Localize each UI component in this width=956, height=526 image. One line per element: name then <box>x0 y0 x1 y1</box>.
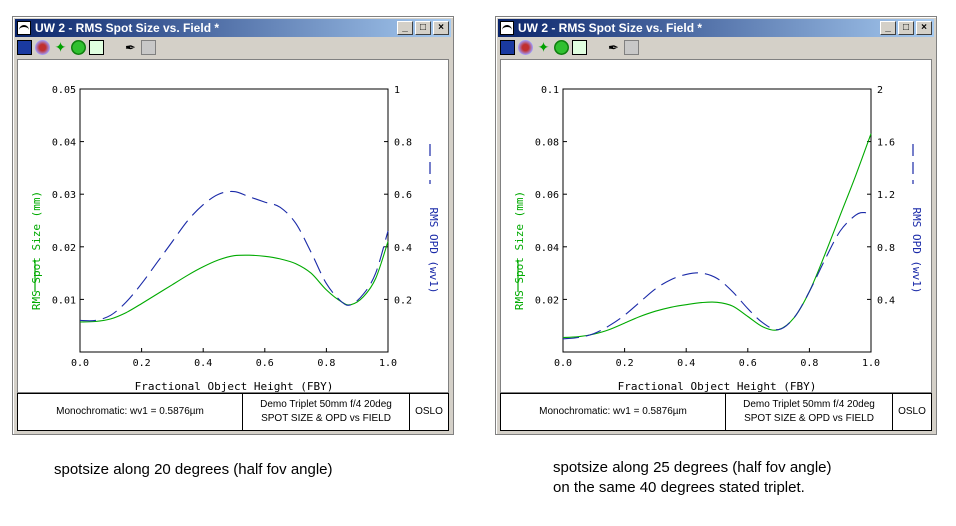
app-icon[interactable] <box>17 21 31 35</box>
footer-program: OSLO <box>410 394 448 430</box>
y-right-tick-label: 0.2 <box>394 295 412 306</box>
x-tick-label: 0.6 <box>256 358 274 369</box>
field-curve-icon[interactable] <box>572 40 587 55</box>
notes-icon[interactable] <box>624 40 639 55</box>
chart: 0.0 0.2 0.4 0.6 0.8 1.0 0.01 0.02 0.03 0.04 0.05 0.… <box>30 85 440 393</box>
x-tick-label: 0.4 <box>194 358 212 369</box>
minimize-button[interactable]: _ <box>880 21 896 35</box>
maximize-button[interactable]: □ <box>415 21 431 35</box>
plot-area: 0.0 0.2 0.4 0.6 0.8 1.0 0.01 0.02 0.03 0.04 0.05 0.… <box>17 59 449 393</box>
maximize-button[interactable]: □ <box>898 21 914 35</box>
opd-line <box>562 211 872 340</box>
x-tick-label: 0.8 <box>800 358 818 369</box>
x-tick-label: 1.0 <box>379 358 397 369</box>
y-right-tick-label: 0.6 <box>394 190 412 201</box>
footer-program-text: OSLO <box>415 406 443 417</box>
y-left-tick-label: 0.08 <box>535 138 559 149</box>
x-axis-label: Fractional Object Height (FBY) <box>135 380 334 392</box>
close-button[interactable]: × <box>916 21 932 35</box>
x-tick-label: 0.4 <box>677 358 695 369</box>
window-title: UW 2 - RMS Spot Size vs. Field * <box>35 21 220 35</box>
ray-fan-icon[interactable]: ✦ <box>54 39 67 55</box>
footer-program-text: OSLO <box>898 406 926 417</box>
y-right-tick-label: 0.8 <box>394 138 412 149</box>
y-left-tick-label: 0.04 <box>52 138 76 149</box>
y-left-tick-label: 0.05 <box>52 85 76 96</box>
close-button[interactable]: × <box>433 21 449 35</box>
spot-grid-icon[interactable] <box>518 40 533 55</box>
y-right-tick-label: 1.6 <box>877 138 895 149</box>
y-left-tick-label: 0.04 <box>535 243 559 254</box>
graph-window-left: UW 2 - RMS Spot Size vs. Field * _ □ × ✦… <box>12 16 454 435</box>
footer-lens-name: Demo Triplet 50mm f/4 20deg <box>260 399 392 410</box>
info-footer: Monochromatic: wv1 = 0.5876µm Demo Tripl… <box>17 393 449 431</box>
y-right-tick-label: 2 <box>877 85 883 96</box>
y-left-tick-label: 0.1 <box>541 85 559 96</box>
footer-plot-name: SPOT SIZE & OPD vs FIELD <box>261 413 391 424</box>
notes-icon[interactable] <box>141 40 156 55</box>
plot-frame <box>79 88 389 353</box>
plot-area: 0.0 0.2 0.4 0.6 0.8 1.0 0.02 0.04 0.06 0.08 0.1 0.4… <box>500 59 932 393</box>
y-left-axis-label: RMS Spot Size (mm) <box>30 191 43 310</box>
y-right-axis-label: RMS OPD (wv1) <box>427 207 440 293</box>
minimize-button[interactable]: _ <box>397 21 413 35</box>
spot-size-line <box>79 241 389 323</box>
pointer-icon[interactable]: ✒ <box>125 40 136 55</box>
footer-lens-info: Demo Triplet 50mm f/4 20deg SPOT SIZE & … <box>243 394 410 430</box>
spot-diagram-icon[interactable] <box>500 40 515 55</box>
field-curve-icon[interactable] <box>89 40 104 55</box>
footer-lens-info: Demo Triplet 50mm f/4 20deg SPOT SIZE & … <box>726 394 893 430</box>
spot-diagram-icon[interactable] <box>17 40 32 55</box>
x-tick-label: 0.8 <box>317 358 335 369</box>
y-right-tick-label: 0.4 <box>394 243 412 254</box>
x-tick-label: 0.2 <box>133 358 151 369</box>
title-bar[interactable]: UW 2 - RMS Spot Size vs. Field * _ □ × <box>15 19 451 37</box>
y-left-tick-label: 0.06 <box>535 190 559 201</box>
footer-program: OSLO <box>893 394 931 430</box>
x-axis-label: Fractional Object Height (FBY) <box>618 380 817 392</box>
footer-lens-name: Demo Triplet 50mm f/4 20deg <box>743 399 875 410</box>
spot-size-line <box>562 133 872 339</box>
y-right-tick-label: 1 <box>394 85 400 96</box>
y-left-axis-label: RMS Spot Size (mm) <box>513 191 526 310</box>
y-left-tick-label: 0.02 <box>52 243 76 254</box>
through-focus-icon[interactable] <box>554 40 569 55</box>
caption-right-line1: spotsize along 25 degrees (half fov angl… <box>553 459 832 476</box>
y-right-tick-label: 0.8 <box>877 243 895 254</box>
x-tick-label: 1.0 <box>862 358 880 369</box>
x-tick-label: 0.0 <box>71 358 89 369</box>
y-left-tick-label: 0.01 <box>52 295 76 306</box>
x-tick-label: 0.0 <box>554 358 572 369</box>
caption-left: spotsize along 20 degrees (half fov angl… <box>54 461 333 478</box>
footer-plot-name: SPOT SIZE & OPD vs FIELD <box>744 413 874 424</box>
x-tick-label: 0.6 <box>739 358 757 369</box>
plot-frame <box>562 88 872 353</box>
footer-wavelength-text: Monochromatic: wv1 = 0.5876µm <box>56 406 204 417</box>
y-right-tick-label: 0.4 <box>877 295 895 306</box>
y-left-tick-label: 0.02 <box>535 295 559 306</box>
y-left-tick-label: 0.03 <box>52 190 76 201</box>
y-right-tick-label: 1.2 <box>877 190 895 201</box>
window-title: UW 2 - RMS Spot Size vs. Field * <box>518 21 703 35</box>
title-bar[interactable]: UW 2 - RMS Spot Size vs. Field * _ □ × <box>498 19 934 37</box>
info-footer: Monochromatic: wv1 = 0.5876µm Demo Tripl… <box>500 393 932 431</box>
caption-right-line2: on the same 40 degrees stated triplet. <box>553 479 805 496</box>
toolbar: ✦ ✒ <box>15 39 451 57</box>
opd-line <box>79 190 389 322</box>
footer-wavelength: Monochromatic: wv1 = 0.5876µm <box>18 394 243 430</box>
pointer-icon[interactable]: ✒ <box>608 40 619 55</box>
toolbar: ✦ ✒ <box>498 39 934 57</box>
y-right-axis-label: RMS OPD (wv1) <box>910 207 923 293</box>
ray-fan-icon[interactable]: ✦ <box>537 39 550 55</box>
spot-grid-icon[interactable] <box>35 40 50 55</box>
footer-wavelength-text: Monochromatic: wv1 = 0.5876µm <box>539 406 687 417</box>
chart: 0.0 0.2 0.4 0.6 0.8 1.0 0.02 0.04 0.06 0.08 0.1 0.4… <box>513 85 923 393</box>
through-focus-icon[interactable] <box>71 40 86 55</box>
footer-wavelength: Monochromatic: wv1 = 0.5876µm <box>501 394 726 430</box>
x-tick-label: 0.2 <box>616 358 634 369</box>
app-icon[interactable] <box>500 21 514 35</box>
graph-window-right: UW 2 - RMS Spot Size vs. Field * _ □ × ✦… <box>495 16 937 435</box>
